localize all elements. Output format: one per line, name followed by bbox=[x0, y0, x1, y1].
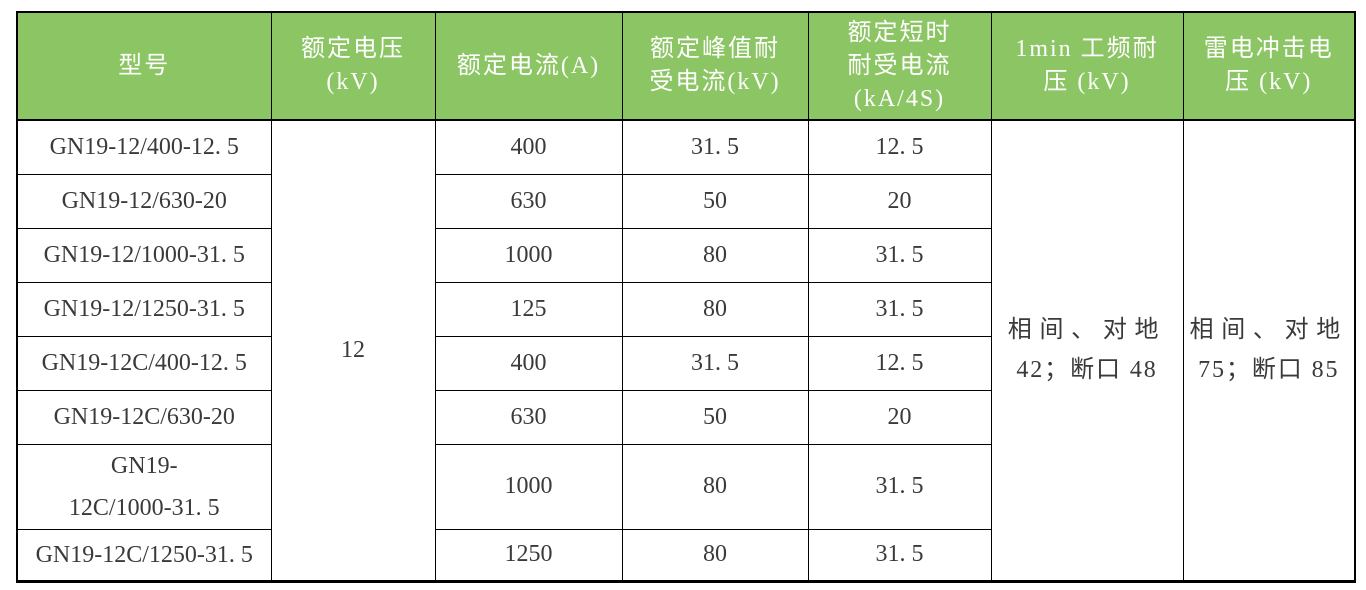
header-row: 型号 额定电压 (kV) 额定电流(A) 额定峰值耐 受电流(kV) 额定短时 … bbox=[16, 11, 1356, 121]
col-header-model: 型号 bbox=[16, 11, 272, 121]
header-line: (kA/4S) bbox=[853, 85, 946, 112]
header-line: 雷电冲击电 bbox=[1203, 36, 1334, 62]
cell-peak-withstand: 31. 5 bbox=[621, 119, 809, 175]
col-header-rated-voltage: 额定电压 (kV) bbox=[270, 11, 436, 121]
table-row: GN19- 12C/1000-31. 5 1000 80 31. 5 bbox=[16, 443, 1355, 530]
col-header-lightning-impulse: 雷电冲击电 压 (kV) bbox=[1182, 11, 1356, 121]
note-line: 相间、对地 bbox=[1189, 317, 1348, 344]
cell-model: GN19-12/1250-31. 5 bbox=[16, 281, 272, 337]
note-line: 相间、对地 bbox=[1007, 317, 1167, 344]
cell-short-time-withstand: 12. 5 bbox=[807, 119, 992, 175]
header-line: 1min 工频耐 bbox=[1015, 36, 1159, 62]
cell-rated-current: 125 bbox=[434, 281, 623, 337]
table-row: GN19-12C/1250-31. 5 1250 80 31. 5 bbox=[16, 528, 1355, 582]
cell-model: GN19-12C/400-12. 5 bbox=[16, 335, 272, 391]
header-line: 耐受电流 bbox=[847, 52, 952, 79]
cell-model: GN19-12C/630-20 bbox=[16, 389, 272, 445]
cell-peak-withstand: 50 bbox=[621, 173, 809, 229]
table-row: GN19-12/1250-31. 5 125 80 31. 5 bbox=[16, 281, 1355, 337]
cell-short-time-withstand: 31. 5 bbox=[807, 443, 992, 530]
spec-table: 型号 额定电压 (kV) 额定电流(A) 额定峰值耐 受电流(kV) 额定短时 … bbox=[16, 11, 1356, 583]
cell-short-time-withstand: 31. 5 bbox=[807, 281, 992, 337]
cell-peak-withstand: 80 bbox=[621, 443, 809, 530]
cell-model: GN19-12C/1250-31. 5 bbox=[16, 528, 272, 582]
table-row: GN19-12/1000-31. 5 1000 80 31. 5 bbox=[16, 227, 1355, 283]
col-header-short-time-withstand: 额定短时 耐受电流 (kA/4S) bbox=[807, 11, 992, 121]
cell-rated-current: 1000 bbox=[434, 443, 623, 530]
cell-short-time-withstand: 20 bbox=[807, 389, 992, 445]
table-row: GN19-12C/400-12. 5 400 31. 5 12. 5 bbox=[16, 335, 1355, 391]
note-line: 75；断口 85 bbox=[1198, 357, 1340, 384]
table-body: GN19-12/400-12. 5 12 400 31. 5 12. 5 相间、… bbox=[16, 119, 1356, 582]
col-header-power-freq-voltage: 1min 工频耐 压 (kV) bbox=[990, 11, 1184, 121]
header-line: 型号 bbox=[118, 52, 171, 79]
cell-peak-withstand: 80 bbox=[621, 528, 809, 582]
col-header-rated-current: 额定电流(A) bbox=[434, 11, 623, 121]
cell-peak-withstand: 80 bbox=[621, 227, 809, 283]
cell-rated-current: 630 bbox=[434, 173, 623, 229]
header-line: 额定电流(A) bbox=[456, 52, 601, 79]
cell-rated-current: 630 bbox=[434, 389, 623, 445]
note-line: 42；断口 48 bbox=[1016, 357, 1158, 384]
cell-peak-withstand: 50 bbox=[621, 389, 809, 445]
cell-model: GN19- 12C/1000-31. 5 bbox=[16, 443, 272, 530]
cell-model: GN19-12/1000-31. 5 bbox=[16, 227, 272, 283]
table-row: GN19-12/400-12. 5 12 400 31. 5 12. 5 相间、… bbox=[16, 119, 1356, 582]
cell-peak-withstand: 80 bbox=[621, 281, 809, 337]
header-line: 压 (kV) bbox=[1225, 69, 1313, 95]
header-line: 额定峰值耐 bbox=[650, 36, 780, 62]
cell-short-time-withstand: 31. 5 bbox=[807, 227, 992, 283]
cell-model: GN19-12/630-20 bbox=[16, 173, 272, 229]
cell-short-time-withstand: 20 bbox=[807, 173, 992, 229]
cell-rated-current: 1000 bbox=[434, 227, 623, 283]
table-header: 型号 额定电压 (kV) 额定电流(A) 额定峰值耐 受电流(kV) 额定短时 … bbox=[16, 11, 1356, 121]
cell-power-freq-merged: 相间、对地 42；断口 48 bbox=[990, 119, 1184, 582]
cell-model: GN19-12/400-12. 5 bbox=[16, 119, 272, 175]
cell-rated-current: 400 bbox=[434, 335, 623, 391]
header-line: 额定短时 bbox=[847, 19, 952, 46]
cell-peak-withstand: 31. 5 bbox=[621, 335, 809, 391]
cell-lightning-merged: 相间、对地 75；断口 85 bbox=[1182, 119, 1356, 582]
cell-short-time-withstand: 12. 5 bbox=[807, 335, 992, 391]
cell-rated-voltage-merged: 12 bbox=[270, 119, 436, 582]
col-header-peak-withstand: 额定峰值耐 受电流(kV) bbox=[621, 11, 809, 121]
header-line: 额定电压 bbox=[301, 36, 405, 62]
cell-short-time-withstand: 31. 5 bbox=[807, 528, 992, 582]
header-line: 受电流(kV) bbox=[649, 69, 781, 95]
header-line: (kV) bbox=[326, 69, 380, 95]
cell-rated-current: 1250 bbox=[434, 528, 623, 582]
cell-rated-current: 400 bbox=[434, 119, 623, 175]
header-line: 压 (kV) bbox=[1043, 69, 1131, 95]
